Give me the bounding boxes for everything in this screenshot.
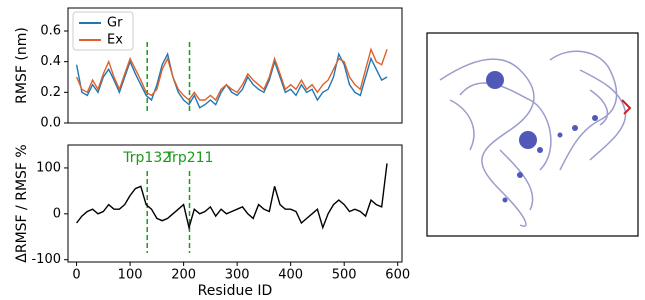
x-tick-label: 300 xyxy=(225,268,250,283)
y-tick-label: 100 xyxy=(36,160,61,175)
x-tick-label: 600 xyxy=(385,268,410,283)
ligands xyxy=(486,71,598,203)
y-tick-label: 0.0 xyxy=(40,116,61,131)
y-tick-label: 0.4 xyxy=(40,54,61,69)
x-tick-label: 200 xyxy=(171,268,196,283)
x-tick-label: 100 xyxy=(118,268,143,283)
plot-frame xyxy=(67,144,403,263)
data-line xyxy=(76,163,388,231)
x-axis-label: Residue ID xyxy=(198,283,273,299)
y-axis-label: RMSF (nm) xyxy=(14,27,30,104)
x-tick-label: 0 xyxy=(72,268,80,283)
x-tick-label: 500 xyxy=(332,268,357,283)
y-tick-label: 0.2 xyxy=(40,85,61,100)
data-line xyxy=(75,51,388,109)
y-axis-label: ΔRMSF / RMSF % xyxy=(14,144,30,262)
legend-box xyxy=(72,11,134,51)
legend-label: Gr xyxy=(107,16,123,31)
marker-label: Trp132 xyxy=(122,150,171,166)
legend-label: Ex xyxy=(107,33,123,48)
data-line xyxy=(75,47,388,102)
marker-label: Trp211 xyxy=(165,150,214,166)
y-tick-label: 0.6 xyxy=(40,24,61,39)
highlight xyxy=(621,99,632,115)
y-tick-label: -100 xyxy=(31,252,61,267)
ribbons xyxy=(439,50,627,227)
y-tick-label: 0 xyxy=(53,206,61,221)
plot-frame xyxy=(67,7,403,124)
protein-image xyxy=(426,32,639,237)
x-tick-label: 400 xyxy=(278,268,303,283)
